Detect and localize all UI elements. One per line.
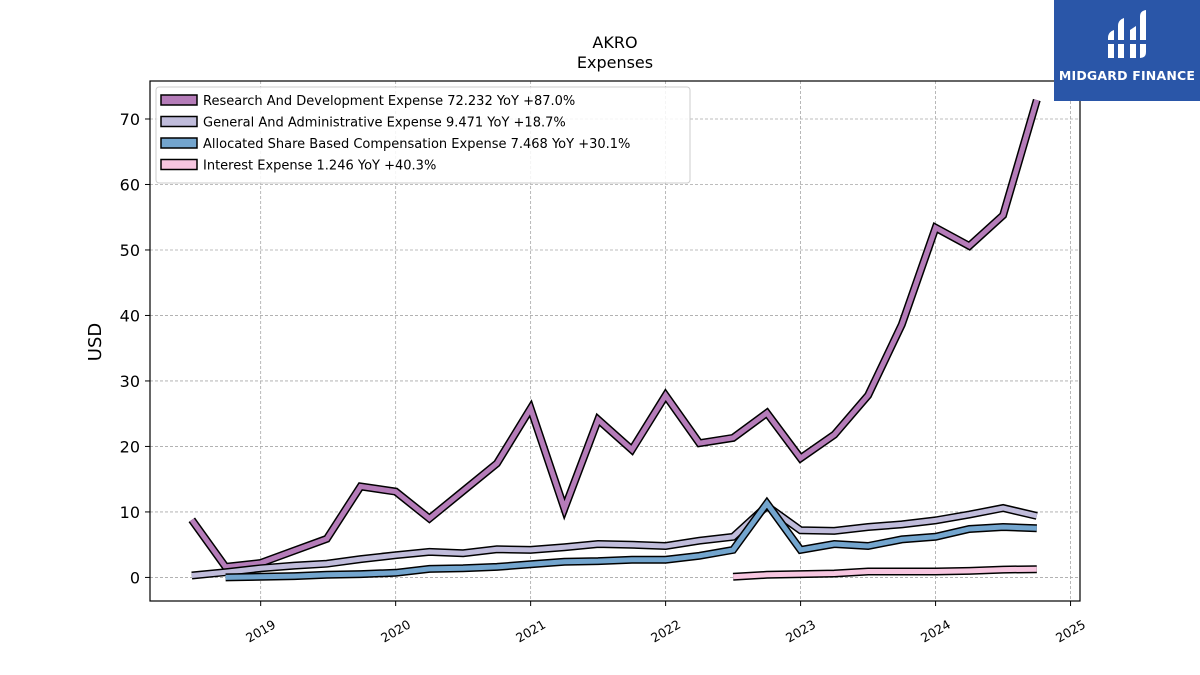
y-axis: 0 10 20 30 40 50 60 70	[120, 110, 150, 587]
legend: Research And Development Expense 72.232 …	[155, 86, 691, 184]
series-lines	[188, 98, 1041, 582]
y-axis-label: USD	[85, 323, 106, 361]
legend-box	[155, 86, 691, 184]
midgard-finance-logo: MIDGARD FINANCE	[1054, 0, 1200, 101]
chart-title: AKRO	[592, 33, 637, 52]
legend-label: General And Administrative Expense 9.471…	[203, 116, 566, 131]
series-line	[225, 499, 1037, 580]
legend-label: Research And Development Expense 72.232 …	[203, 94, 575, 109]
y-tick-label: 30	[120, 372, 140, 391]
y-tick-label: 0	[130, 568, 140, 587]
legend-swatch	[160, 158, 198, 171]
y-tick-label: 70	[120, 110, 140, 129]
y-tick-label: 10	[120, 503, 140, 522]
series-line	[191, 502, 1038, 578]
x-tick-label: 2020	[378, 617, 413, 646]
y-tick-label: 60	[120, 175, 140, 194]
x-tick-label: 2021	[513, 617, 548, 646]
legend-label: Allocated Share Based Compensation Expen…	[203, 137, 630, 152]
plot-frame	[149, 80, 1081, 602]
legend-swatch	[160, 94, 198, 106]
x-tick-label: 2024	[918, 617, 953, 646]
x-tick-label: 2023	[783, 617, 818, 646]
y-tick-label: 50	[120, 241, 140, 260]
series-line	[189, 99, 1040, 570]
x-tick-label: 2022	[648, 617, 683, 646]
legend-label: Interest Expense 1.246 YoY +40.3%	[203, 159, 436, 174]
legend-swatch	[160, 115, 198, 128]
legend-swatch	[160, 137, 198, 149]
chart-subtitle: Expenses	[577, 53, 653, 72]
logo-text: MIDGARD FINANCE	[1058, 68, 1196, 83]
y-tick-label: 40	[120, 306, 140, 325]
x-tick-label: 2019	[243, 617, 278, 646]
x-axis: 2019 2020 2021 2022 2023 2024 2025	[243, 601, 1088, 646]
series-line	[732, 566, 1037, 580]
midgard-logo-icon	[1108, 10, 1146, 58]
y-tick-label: 20	[120, 437, 140, 456]
x-tick-label: 2025	[1053, 617, 1088, 646]
